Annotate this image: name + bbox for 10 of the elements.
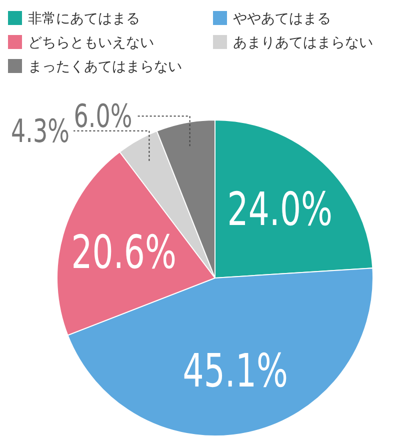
data-label: 6.0% [74,97,132,136]
data-label: 24.0% [227,184,333,236]
data-label: 20.6% [71,226,176,280]
legend-label: ややあてはまる [233,11,331,27]
legend-label: 非常にあてはまる [28,11,140,27]
data-label: 4.3% [11,112,70,150]
legend-label: どちらともいえない [28,35,154,51]
legend-label: まったくあてはまらない [28,59,182,75]
legend-label: あまりあてはまらない [233,35,373,51]
data-label: 45.1% [182,345,288,398]
